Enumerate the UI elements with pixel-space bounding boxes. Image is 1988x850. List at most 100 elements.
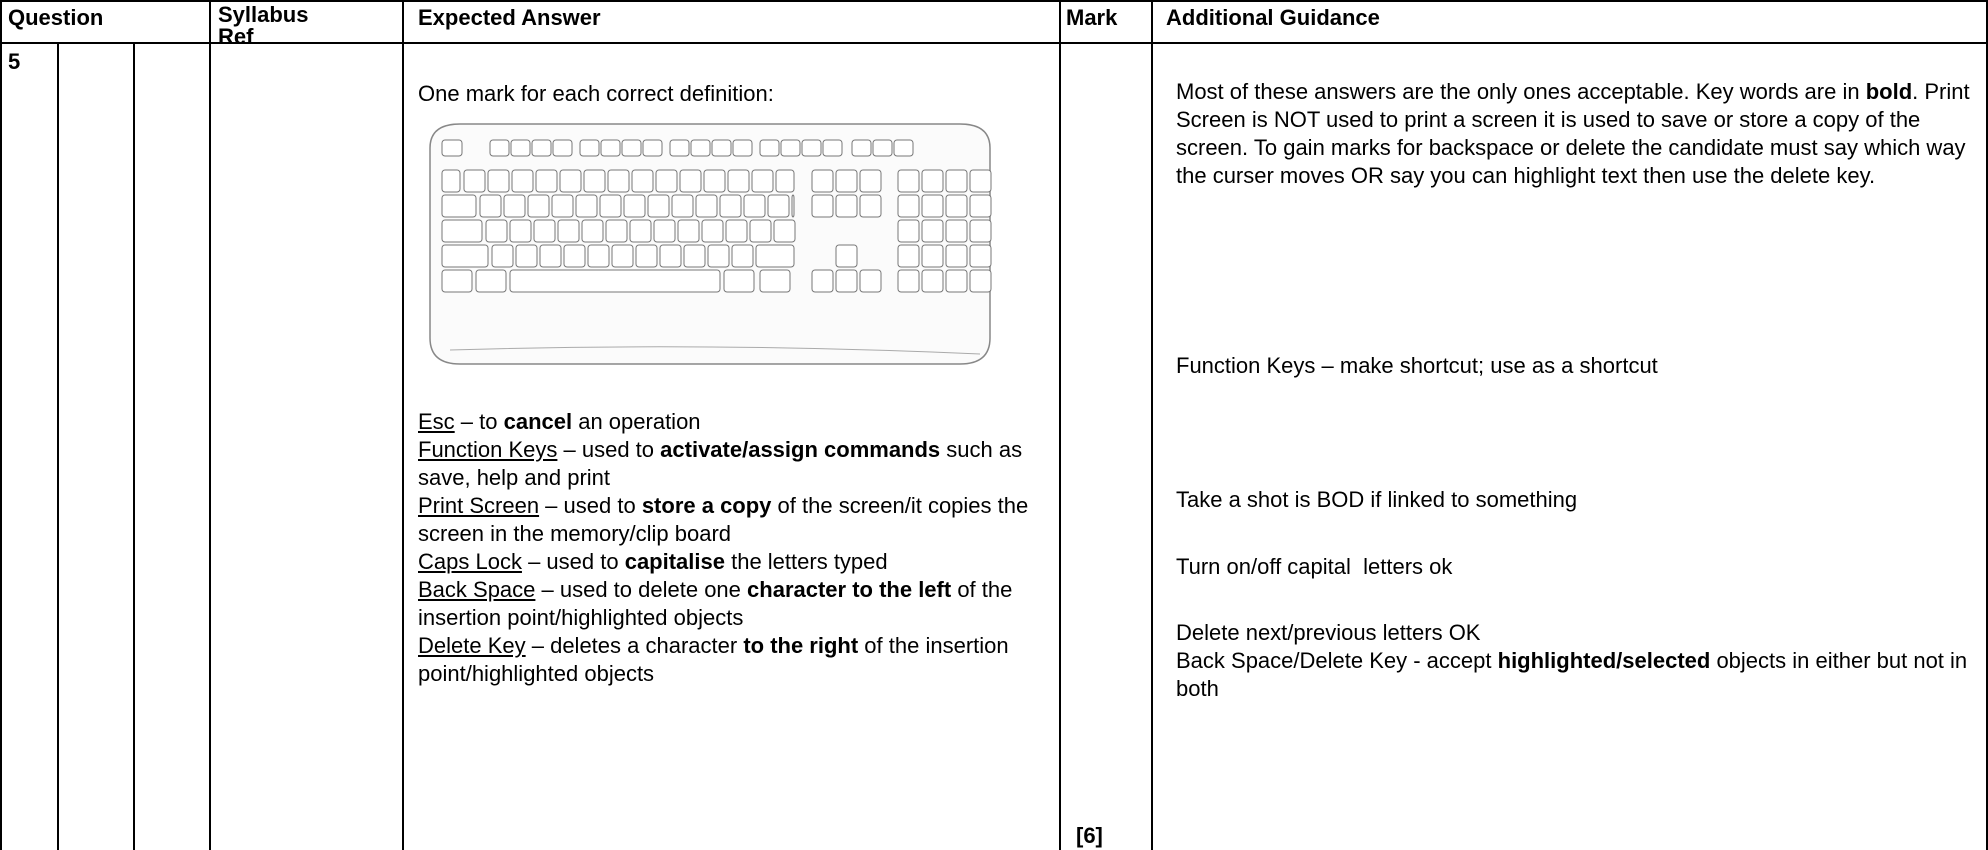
key xyxy=(811,269,834,293)
key xyxy=(767,194,790,218)
header: Syllabus Ref xyxy=(218,2,309,49)
key xyxy=(969,219,992,243)
key xyxy=(559,169,582,193)
text: Most of these answers are the only ones … xyxy=(1176,79,1866,104)
key xyxy=(835,194,858,218)
key xyxy=(731,244,754,268)
key-name: Caps Lock xyxy=(418,549,522,574)
key xyxy=(441,219,483,243)
key xyxy=(690,139,711,157)
key xyxy=(600,139,621,157)
key xyxy=(441,139,463,157)
text: of the screen/it copies the screen in th… xyxy=(418,493,1035,546)
key xyxy=(945,244,968,268)
key xyxy=(811,169,834,193)
key xyxy=(479,194,502,218)
key xyxy=(835,169,858,193)
key xyxy=(921,244,944,268)
key xyxy=(441,169,461,193)
key xyxy=(635,244,658,268)
key xyxy=(743,194,766,218)
key xyxy=(599,194,622,218)
key xyxy=(711,139,732,157)
key xyxy=(921,269,944,293)
text: objects in either but not in both xyxy=(1176,648,1974,701)
key xyxy=(897,219,920,243)
key xyxy=(897,194,920,218)
bold-text: to the right xyxy=(743,633,859,658)
text: – used to delete one xyxy=(535,577,748,602)
expected-intro: One mark for each correct definition: xyxy=(418,81,774,106)
definition: Esc – to cancel an operation xyxy=(418,408,1068,436)
key xyxy=(893,139,914,157)
guidance-text: Back Space/Delete Key - accept highlight… xyxy=(1176,647,1976,703)
text: – used to xyxy=(557,437,661,462)
text: Function Keys – make shortcut; use as a … xyxy=(1176,353,1658,378)
key xyxy=(755,244,795,268)
key xyxy=(759,139,780,157)
border xyxy=(0,0,2,850)
key xyxy=(605,219,628,243)
key xyxy=(463,169,486,193)
mark: [6] xyxy=(1076,823,1103,848)
key xyxy=(441,244,489,268)
key xyxy=(621,139,642,157)
border xyxy=(0,42,1988,44)
key xyxy=(701,219,724,243)
key xyxy=(921,219,944,243)
key xyxy=(679,169,702,193)
key xyxy=(727,169,750,193)
keyboard-image xyxy=(429,123,992,365)
key xyxy=(583,169,606,193)
key xyxy=(515,244,538,268)
key xyxy=(759,269,791,293)
key xyxy=(659,244,682,268)
key xyxy=(669,139,690,157)
border xyxy=(57,42,59,850)
guidance-text: Function Keys – make shortcut; use as a … xyxy=(1176,352,1976,380)
key xyxy=(945,269,968,293)
header: Question xyxy=(8,5,104,30)
border xyxy=(1059,0,1061,850)
key xyxy=(707,244,730,268)
key xyxy=(607,169,630,193)
key xyxy=(775,169,795,193)
guidance-text: Take a shot is BOD if linked to somethin… xyxy=(1176,486,1976,514)
key xyxy=(897,269,920,293)
key xyxy=(531,139,552,157)
bold-text: bold xyxy=(1865,79,1913,104)
key xyxy=(872,139,893,157)
key xyxy=(491,244,514,268)
key xyxy=(732,139,753,157)
key-name: Print Screen xyxy=(418,493,540,518)
key xyxy=(969,194,992,218)
definition: Back Space – used to delete one characte… xyxy=(418,576,1068,632)
key xyxy=(510,139,531,157)
header: Mark xyxy=(1066,5,1118,30)
key xyxy=(719,194,742,218)
key xyxy=(780,139,801,157)
border xyxy=(0,0,1988,2)
key xyxy=(631,169,654,193)
border xyxy=(209,0,211,850)
key xyxy=(539,244,562,268)
key xyxy=(921,169,944,193)
key xyxy=(969,169,992,193)
key xyxy=(751,169,774,193)
question-number: 5 xyxy=(8,49,21,74)
text: of the insertion point/highlighted objec… xyxy=(418,633,1015,686)
guidance-text: Delete next/previous letters OK xyxy=(1176,619,1976,647)
definition: Print Screen – used to store a copy of t… xyxy=(418,492,1068,548)
key xyxy=(503,194,526,218)
key xyxy=(703,169,726,193)
key xyxy=(581,219,604,243)
text: the letters typed xyxy=(724,549,888,574)
bold-text: highlighted/selected xyxy=(1497,648,1711,673)
key xyxy=(859,194,882,218)
key xyxy=(671,194,694,218)
key xyxy=(647,194,670,218)
key xyxy=(749,219,772,243)
key xyxy=(945,219,968,243)
header: Expected Answer xyxy=(418,5,601,30)
definitions: Esc – to cancel an operation Function Key… xyxy=(418,408,1068,688)
